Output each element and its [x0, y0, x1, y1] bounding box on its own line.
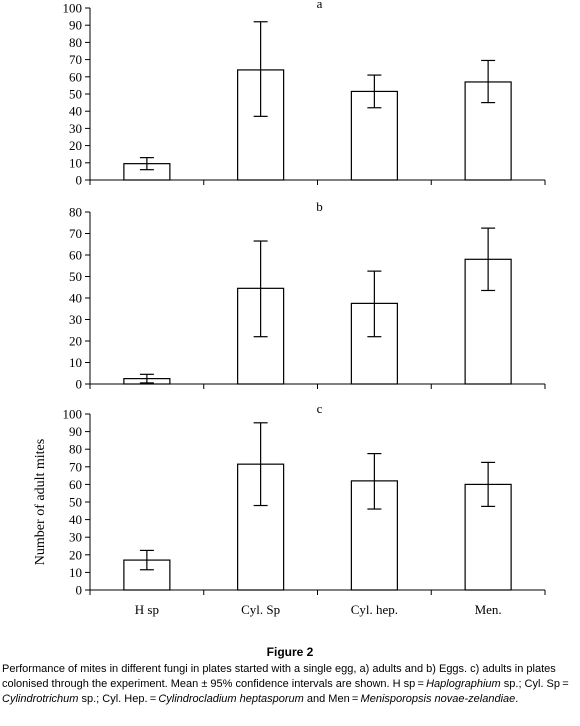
y-tick-label: 0: [76, 583, 83, 598]
y-tick-label: 70: [69, 226, 82, 241]
y-tick-label: 10: [69, 355, 82, 370]
caption-species-name: Cylindrocladium heptasporum: [158, 693, 304, 705]
chart-panel-c: 0 10 20 30 40 50 60 70 80 90 100 H sp Cyl. Sp Cyl. he…: [33, 401, 546, 617]
y-tick-label: 0: [76, 173, 83, 188]
y-tick-label: 90: [69, 424, 82, 439]
panel-label: a: [317, 0, 323, 11]
y-tick-label: 20: [69, 547, 82, 562]
y-tick-label: 70: [69, 459, 82, 474]
y-tick-label: 60: [69, 69, 82, 84]
y-axis-label: Number of adult mites: [33, 439, 48, 565]
y-tick-label: 60: [69, 477, 82, 492]
x-tick-label: Men.: [475, 602, 502, 617]
bar-h-sp: [123, 559, 171, 591]
y-tick-label: 10: [69, 155, 82, 170]
y-tick-label: 40: [69, 512, 82, 527]
y-tick-label: 30: [69, 530, 82, 545]
caption-text: and Men =: [303, 693, 361, 705]
y-tick-label: 60: [69, 248, 82, 263]
y-tick-label: 40: [69, 291, 82, 306]
y-tick-label: 50: [69, 87, 82, 102]
y-tick-label: 90: [69, 18, 82, 33]
y-tick-label: 20: [69, 138, 82, 153]
y-tick-label: 80: [69, 442, 82, 457]
y-tick-label: 70: [69, 52, 82, 67]
y-tick-label: 80: [69, 35, 82, 50]
y-tick-label: 10: [69, 565, 82, 580]
y-tick-label: 30: [69, 312, 82, 327]
y-tick-label: 50: [69, 269, 82, 284]
y-tick-label: 50: [69, 495, 82, 510]
caption-text: .: [515, 693, 519, 705]
x-tick-label: H sp: [135, 602, 159, 617]
x-tick-label: Cyl. hep.: [351, 602, 398, 617]
y-tick-label: 0: [76, 377, 83, 392]
caption-species-name: Cylindrotrichum: [2, 693, 79, 705]
figure-caption: Figure 2 Performance of mites in differe…: [0, 645, 580, 707]
caption-text: sp.; Cyl. Sp =: [500, 678, 571, 690]
y-tick-label: 100: [63, 407, 83, 422]
panel-label: b: [316, 199, 323, 214]
chart-panel-a: 0 10 20 30 40 50 60 70 80 90 100 a: [63, 0, 546, 188]
chart-panel-b: 0 10 20 30 40 50 60 70 80 b: [69, 199, 546, 392]
panel-label: c: [317, 401, 323, 416]
y-tick-label: 100: [63, 1, 83, 16]
y-tick-label: 30: [69, 121, 82, 136]
caption-title: Figure 2: [266, 645, 314, 659]
caption-body: Performance of mites in different fungi …: [0, 662, 580, 707]
caption-text: sp.; Cyl. Hep. =: [78, 693, 159, 705]
caption-species-name: Menisporopsis novae-zelandiae: [360, 693, 516, 705]
x-tick-label: Cyl. Sp: [241, 602, 280, 617]
y-tick-label: 40: [69, 104, 82, 119]
y-tick-label: 20: [69, 334, 82, 349]
caption-species-name: Haplographium: [426, 678, 501, 690]
y-tick-label: 80: [69, 205, 82, 220]
caption-text: Performance of mites in different fungi …: [2, 663, 556, 690]
